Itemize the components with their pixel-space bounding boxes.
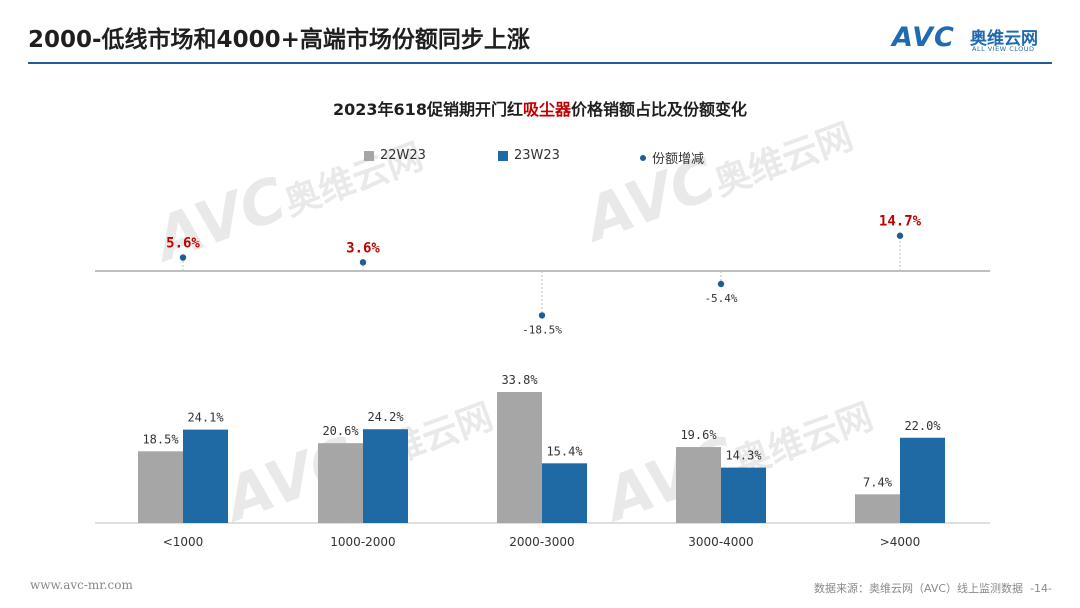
share-label-1: 3.6%: [346, 240, 380, 256]
bar-label-23w23-0: 24.1%: [187, 411, 224, 425]
footer-source-text: 数据来源：奥维云网（AVC）线上监测数据: [814, 582, 1024, 595]
logo-cn-text: 奥维云网: [970, 29, 1038, 49]
bar-22w23-2: [497, 392, 542, 523]
share-dot-3: [717, 280, 725, 288]
bar-23w23-1: [363, 429, 408, 523]
legend: 22W23 23W23 份额增减: [0, 148, 1080, 168]
legend-item-23w23: 23W23: [498, 148, 560, 163]
bar-23w23-3: [721, 467, 766, 523]
x-tick-label-4: >4000: [880, 535, 921, 549]
legend-swatch-22w23: [364, 150, 374, 161]
bar-label-23w23-1: 24.2%: [367, 410, 404, 424]
bar-22w23-0: [138, 451, 183, 523]
logo-en-text: ALL VIEW CLOUD: [972, 45, 1035, 53]
share-label-4: 14.7%: [879, 214, 922, 230]
x-tick-label-3: 3000-4000: [688, 535, 753, 549]
bar-label-22w23-1: 20.6%: [322, 424, 359, 438]
x-tick-label-2: 2000-3000: [509, 535, 574, 549]
chart-title-highlight: 吸尘器: [522, 100, 571, 119]
bar-22w23-3: [676, 447, 721, 523]
bar-23w23-4: [900, 437, 945, 523]
footer-page-number: -14-: [1030, 582, 1052, 595]
bar-23w23-2: [542, 463, 587, 523]
x-tick-label-0: <1000: [163, 535, 204, 549]
page-title: 2000-低线市场和4000+高端市场份额同步上涨: [28, 27, 530, 53]
legend-item-share-change: 份额增减: [640, 148, 704, 167]
share-label-3: -5.4%: [704, 292, 737, 305]
bar-22w23-4: [855, 494, 900, 523]
bar-22w23-1: [318, 443, 363, 523]
share-dot-1: [359, 259, 367, 266]
chart-title: 2023年618促销期开门红吸尘器价格销额占比及份额变化: [0, 96, 1080, 120]
share-label-0: 5.6%: [166, 236, 200, 252]
share-dot-4: [896, 232, 904, 239]
bar-23w23-0: [183, 429, 228, 523]
chart-title-suffix: 价格销额占比及份额变化: [570, 100, 747, 119]
bar-label-23w23-4: 22.0%: [904, 419, 941, 433]
share-label-2: -18.5%: [522, 323, 562, 336]
bar-label-23w23-2: 15.4%: [546, 444, 583, 458]
bar-label-23w23-3: 14.3%: [725, 449, 762, 463]
logo-avc-text: AVC: [892, 22, 955, 53]
share-dot-0: [179, 254, 187, 261]
legend-dot-share-change: [640, 154, 646, 161]
legend-label-23w23: 23W23: [514, 148, 560, 163]
bar-label-22w23-2: 33.8%: [501, 373, 538, 387]
legend-swatch-23w23: [498, 150, 508, 161]
legend-label-22w23: 22W23: [380, 148, 426, 163]
bar-label-22w23-4: 7.4%: [863, 475, 893, 489]
x-tick-label-1: 1000-2000: [330, 535, 395, 549]
avc-logo: AVC 奥维云网 ALL VIEW CLOUD: [892, 22, 1062, 58]
chart-title-prefix: 2023年618促销期开门红: [333, 100, 523, 119]
legend-item-22w23: 22W23: [364, 148, 426, 163]
legend-label-share-change: 份额增减: [652, 152, 705, 167]
bar-label-22w23-0: 18.5%: [142, 432, 179, 446]
title-rule: [28, 62, 1052, 64]
footer-website: www.avc-mr.com: [30, 578, 133, 592]
bar-label-22w23-3: 19.6%: [680, 428, 717, 442]
footer-source: 数据来源：奥维云网（AVC）线上监测数据 -14-: [814, 580, 1052, 596]
share-dot-2: [538, 312, 546, 319]
